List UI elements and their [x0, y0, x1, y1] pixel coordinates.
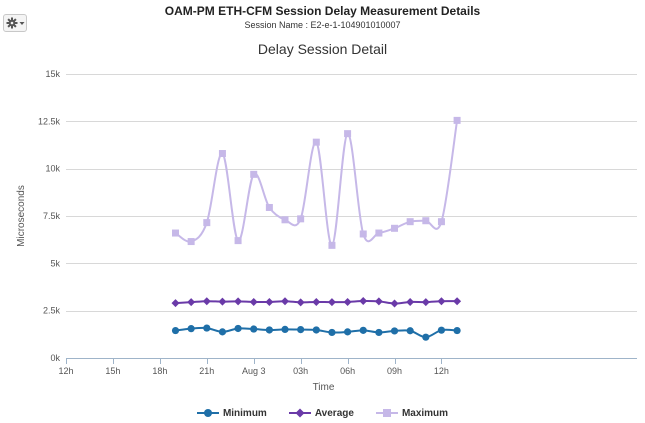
maximum-point: [359, 230, 367, 238]
report-title: OAM-PM ETH-CFM Session Delay Measurement…: [164, 4, 481, 18]
maximum-point: [297, 215, 305, 223]
maximum-point: [250, 170, 258, 178]
maximum-legend-symbol: [375, 409, 398, 417]
x-tick-label: 15h: [105, 366, 120, 376]
minimum-point: [281, 325, 289, 334]
maximum-point: [344, 130, 352, 138]
average-point: [281, 297, 290, 306]
maximum-point: [406, 218, 414, 226]
legend-item-minimum[interactable]: Minimum: [196, 406, 267, 420]
minimum-point: [437, 326, 446, 334]
minimum-point: [328, 328, 336, 337]
average-series: [171, 297, 462, 308]
maximum-point: [437, 218, 445, 226]
chart-legend: Minimum Average Maximum: [0, 406, 645, 420]
minimum-point: [203, 324, 211, 332]
caret-down-icon: [19, 22, 25, 25]
y-tick-label: 2.5k: [43, 306, 61, 316]
x-tick-label: 18h: [152, 366, 167, 376]
x-axis-title: Time: [313, 382, 335, 393]
maximum-point: [187, 238, 195, 246]
average-legend-symbol: [288, 408, 311, 418]
legend-item-average[interactable]: Average: [288, 406, 354, 420]
maximum-point: [172, 229, 180, 237]
x-tick-label: Aug 3: [242, 366, 266, 376]
minimum-point: [390, 327, 399, 335]
average-point: [406, 297, 415, 306]
y-axis-title: Microseconds: [16, 185, 27, 247]
legend-label-minimum: Minimum: [222, 407, 267, 419]
maximum-point: [218, 150, 226, 158]
y-tick-label: 10k: [45, 164, 60, 174]
x-tick-label: 06h: [340, 366, 355, 376]
report-header: OAM-PM ETH-CFM Session Delay Measurement…: [0, 4, 645, 31]
y-tick-label: 7.5k: [43, 211, 61, 221]
minimum-point: [187, 325, 195, 333]
x-tick-label: 12h: [434, 366, 449, 376]
average-point: [249, 297, 258, 306]
maximum-point: [453, 116, 461, 124]
minimum-point: [406, 327, 414, 335]
y-tick-label: 5k: [50, 258, 60, 268]
average-point: [171, 299, 180, 308]
y-tick-label: 15k: [45, 69, 60, 79]
minimum-point: [375, 328, 383, 337]
maximum-point: [391, 224, 399, 232]
average-point: [234, 297, 243, 306]
chart-title: Delay Session Detail: [257, 41, 388, 57]
average-point: [312, 297, 321, 306]
minimum-legend-symbol: [196, 409, 219, 417]
session-name: Session Name : E2-e-1-104901010007: [244, 20, 401, 30]
minimum-point: [250, 325, 258, 333]
x-tick-label: 21h: [199, 366, 214, 376]
minimum-point: [234, 324, 242, 333]
legend-item-maximum[interactable]: Maximum: [375, 406, 449, 420]
average-point: [296, 298, 305, 307]
average-point: [374, 297, 383, 306]
minimum-series: [171, 324, 461, 341]
legend-label-maximum: Maximum: [401, 407, 449, 419]
average-point: [187, 298, 196, 307]
minimum-point: [297, 326, 305, 334]
maximum-series: [172, 116, 461, 249]
average-point: [218, 297, 227, 306]
average-point: [359, 297, 368, 306]
maximum-point: [281, 216, 289, 224]
average-point: [202, 297, 211, 306]
average-point: [343, 297, 352, 306]
maximum-point: [375, 229, 383, 237]
maximum-point: [203, 219, 211, 227]
y-tick-label: 12.5k: [38, 116, 61, 126]
average-point: [421, 298, 430, 307]
x-tick-label: 03h: [293, 366, 308, 376]
minimum-point: [312, 326, 320, 334]
legend-label-average: Average: [314, 407, 354, 419]
minimum-point: [343, 328, 352, 336]
minimum-point: [359, 326, 367, 334]
average-point: [265, 297, 274, 306]
gear-icon: [6, 17, 25, 29]
y-tick-label: 0k: [50, 353, 60, 363]
minimum-point: [265, 326, 273, 334]
maximum-point: [312, 138, 320, 146]
average-point: [437, 297, 446, 306]
average-point: [327, 298, 336, 307]
maximum-point: [422, 217, 430, 225]
maximum-point: [265, 203, 273, 211]
minimum-point: [422, 333, 430, 341]
minimum-point: [218, 328, 227, 336]
x-tick-label: 09h: [387, 366, 402, 376]
maximum-point: [328, 241, 336, 249]
x-tick-label: 12h: [58, 366, 73, 376]
maximum-point: [234, 237, 242, 245]
minimum-point: [453, 326, 461, 335]
settings-menu-button[interactable]: [3, 14, 27, 32]
average-point: [390, 299, 399, 308]
minimum-point: [171, 326, 180, 335]
average-point: [453, 297, 462, 306]
